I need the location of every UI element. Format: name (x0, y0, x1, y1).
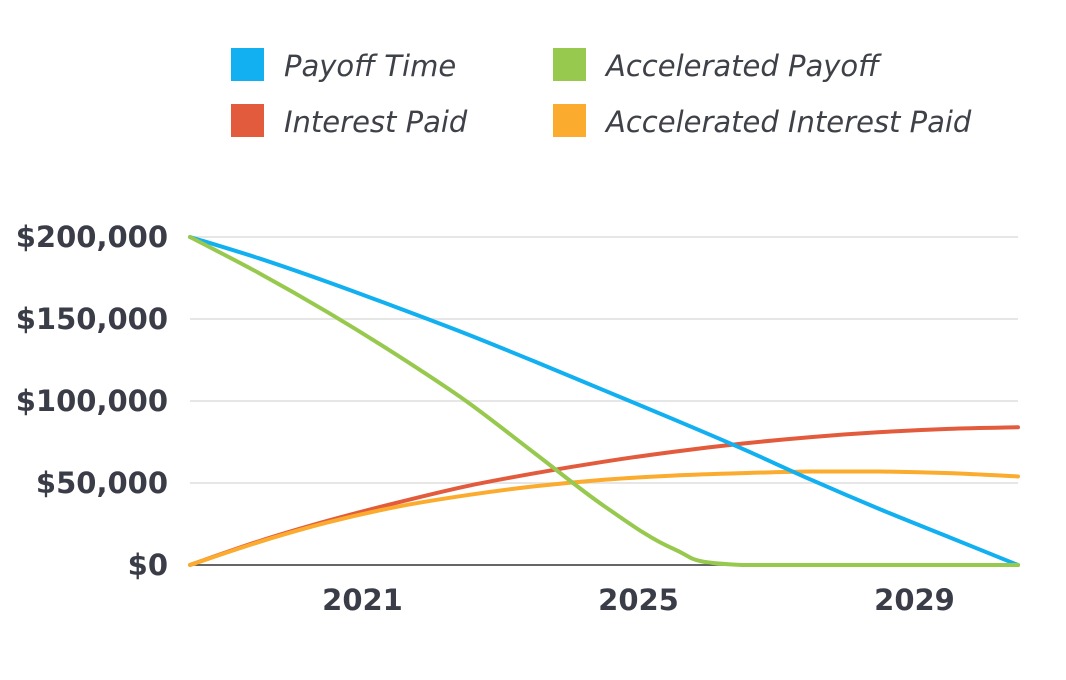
y-tick-label: $200,000 (16, 220, 168, 254)
legend-label: Payoff Time (284, 49, 456, 83)
y-axis: $0 $50,000 $100,000 $150,000 $200,000 (16, 220, 168, 582)
legend-item-interest-paid: Interest Paid (231, 104, 468, 139)
legend-swatch (231, 48, 264, 81)
legend-item-accelerated-payoff: Accelerated Payoff (553, 48, 882, 83)
chart-gridlines (190, 236, 1018, 566)
y-tick-label: $50,000 (36, 466, 168, 500)
series-line-payoff-time (188, 235, 1020, 567)
y-tick-label: $150,000 (16, 302, 168, 336)
chart-series (188, 235, 1020, 568)
series-line-accelerated-payoff (188, 235, 1020, 568)
legend-label: Accelerated Interest Paid (604, 105, 972, 139)
x-axis: 2021 2025 2029 (322, 583, 955, 617)
x-tick-label: 2021 (322, 583, 403, 617)
legend-item-payoff-time: Payoff Time (231, 48, 456, 83)
series-line-interest-paid (188, 425, 1020, 567)
legend-swatch (553, 48, 586, 81)
legend-swatch (553, 104, 586, 137)
legend-label: Accelerated Payoff (604, 49, 882, 83)
legend-item-accelerated-interest-paid: Accelerated Interest Paid (553, 104, 972, 139)
series-line-accelerated-interest-paid (188, 469, 1020, 567)
legend-label: Interest Paid (284, 105, 468, 139)
y-tick-label: $0 (128, 548, 168, 582)
x-tick-label: 2029 (874, 583, 955, 617)
x-tick-label: 2025 (598, 583, 679, 617)
y-tick-label: $100,000 (16, 384, 168, 418)
legend-swatch (231, 104, 264, 137)
chart-legend: Payoff Time Interest Paid Accelerated Payo… (231, 48, 972, 139)
